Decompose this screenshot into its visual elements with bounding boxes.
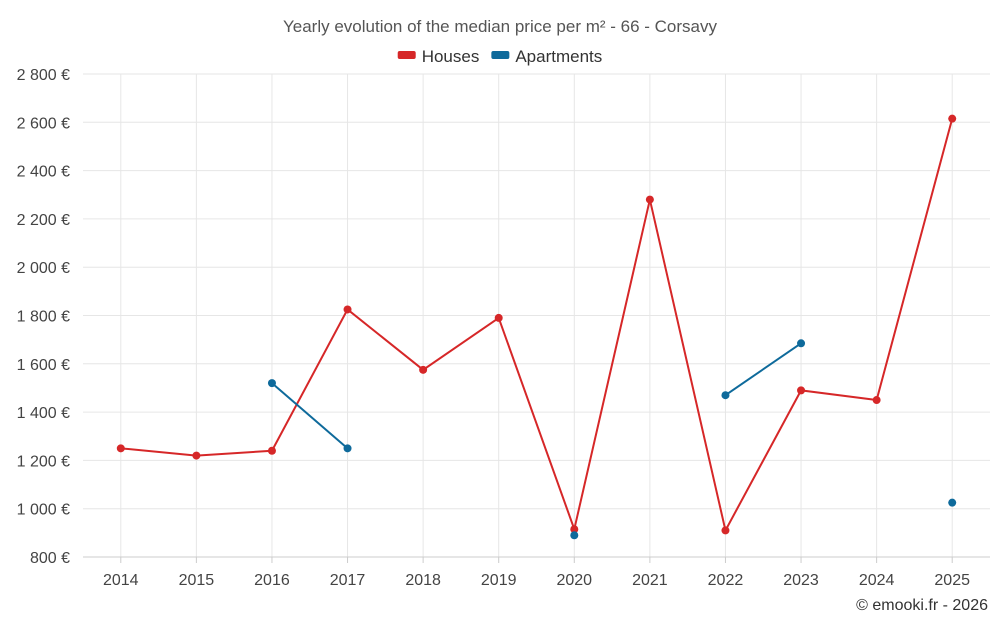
y-tick-label: 800 € [30,550,70,567]
series-apartments [267,339,957,540]
data-point-houses[interactable] [494,313,503,322]
data-point-houses[interactable] [419,365,428,374]
y-tick-label: 2 200 € [17,212,70,229]
x-tick-label: 2020 [556,572,592,589]
grid-lines [83,73,990,558]
y-axis: 800 € 1 000 € 1 200 € 1 400 € 1 600 € 1 800 €… [17,67,70,567]
y-tick-label: 2 000 € [17,260,70,277]
series-layer [116,114,957,540]
data-point-apartments[interactable] [570,531,579,540]
x-tick-label: 2019 [481,572,517,589]
data-point-apartments[interactable] [343,444,352,453]
x-tick-label: 2024 [859,572,895,589]
chart-title: Yearly evolution of the median price per… [283,17,718,36]
data-point-houses[interactable] [192,451,201,460]
data-point-apartments[interactable] [948,498,957,507]
x-tick-label: 2025 [934,572,970,589]
series-houses [116,114,957,535]
x-tick-label: 2022 [708,572,744,589]
x-tick-label: 2023 [783,572,819,589]
data-point-houses[interactable] [948,114,957,123]
series-line-apartments [724,342,802,397]
legend-item-apartments[interactable]: Apartments [491,47,602,66]
x-tick-label: 2017 [330,572,366,589]
series-line-houses [120,118,954,534]
y-tick-label: 2 400 € [17,164,70,181]
legend: Houses Apartments [397,47,602,66]
x-axis: 2014 2015 2016 2017 2018 2019 2020 2021 2022 2023… [83,556,990,589]
data-point-houses[interactable] [721,526,730,535]
data-point-houses[interactable] [797,386,806,395]
data-point-apartments[interactable] [797,339,806,348]
legend-swatch [397,51,416,59]
data-point-houses[interactable] [267,446,276,455]
data-point-apartments[interactable] [721,391,730,400]
legend-swatch [491,51,510,59]
legend-label: Houses [422,47,480,66]
data-point-houses[interactable] [872,396,881,405]
y-tick-label: 1 400 € [17,405,70,422]
copyright-credit: © emooki.fr - 2026 [856,597,988,614]
x-tick-label: 2018 [405,572,441,589]
x-tick-label: 2015 [179,572,215,589]
x-tick-label: 2014 [103,572,139,589]
data-point-houses[interactable] [645,195,654,204]
series-line-apartments [271,382,349,450]
legend-item-houses[interactable]: Houses [397,47,480,66]
legend-label: Apartments [515,47,602,66]
y-tick-label: 2 800 € [17,67,70,84]
x-tick-label: 2016 [254,572,290,589]
y-tick-label: 1 000 € [17,502,70,519]
data-point-houses[interactable] [116,444,125,453]
data-point-houses[interactable] [343,305,352,314]
y-tick-label: 1 200 € [17,453,70,470]
y-tick-label: 1 800 € [17,309,70,326]
y-tick-label: 1 600 € [17,357,70,374]
data-point-apartments[interactable] [267,379,276,388]
data-point-houses[interactable] [570,525,579,534]
x-tick-label: 2021 [632,572,668,589]
y-tick-label: 2 600 € [17,115,70,132]
